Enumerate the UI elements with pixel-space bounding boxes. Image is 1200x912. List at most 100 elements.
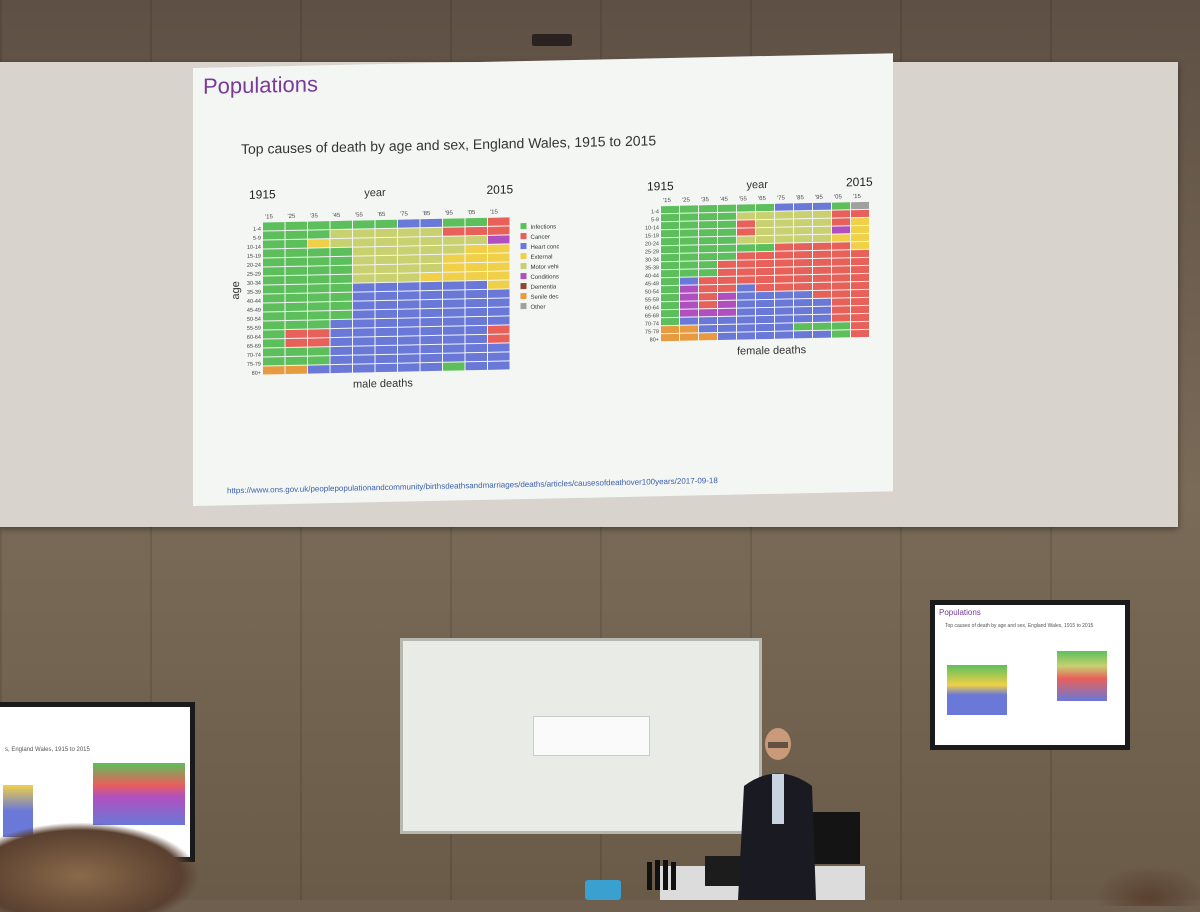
x-tick-label: '25 [682, 198, 690, 204]
heatmap-cell [775, 227, 793, 235]
heatmap-cell [794, 323, 812, 331]
y-tick-label: 40-44 [645, 273, 659, 279]
x-tick-label: '35 [701, 197, 709, 203]
heatmap-cell [737, 292, 755, 300]
heatmap-cell [718, 228, 736, 237]
heatmap-cell [794, 315, 812, 323]
heatmap-cell [443, 353, 465, 362]
heatmap-cell [813, 290, 831, 299]
heatmap-cell [285, 329, 307, 339]
heatmap-cell [775, 275, 793, 283]
source-link[interactable]: https://www.ons.gov.uk/peoplepopulationa… [227, 476, 718, 496]
legend-swatch [520, 293, 527, 300]
heatmap-cell [353, 346, 375, 355]
heatmap-cell [263, 357, 285, 366]
heatmap-cell [285, 275, 307, 285]
heatmap-cell [420, 236, 442, 246]
heatmap-cell [813, 322, 831, 331]
heatmap-cell [794, 291, 812, 299]
heatmap-cell [718, 308, 736, 317]
heatmap-cell [699, 325, 717, 333]
heatmap-cell [420, 227, 442, 237]
heatmap-cell [375, 300, 397, 310]
heatmap-cell [330, 229, 352, 239]
side-monitor-subtitle: Top causes of death by age and sex, Engl… [945, 623, 1094, 629]
heatmap-cell [330, 337, 352, 347]
heatmap-cell [699, 237, 717, 245]
heatmap-cell [353, 301, 375, 310]
heatmap-cell [756, 267, 774, 276]
heatmap-cell [794, 203, 812, 211]
heatmap-cell [832, 234, 850, 242]
heatmap-cell [488, 352, 510, 361]
heatmap-cell [308, 320, 330, 329]
heatmap-cell [699, 301, 717, 309]
heatmap-cell [420, 272, 442, 282]
heatmap-cell [375, 327, 397, 337]
heatmap-cell [330, 238, 352, 248]
heatmap-cell [465, 352, 487, 362]
heatmap-cell [308, 293, 330, 302]
desk-item [585, 880, 621, 900]
heatmap-cell [330, 310, 352, 320]
legend-label: Dementia [531, 284, 557, 291]
heatmap-cell [775, 211, 793, 219]
y-tick-label: 50-54 [247, 317, 261, 323]
heatmap-cell [680, 221, 698, 229]
heatmap-cell [330, 283, 352, 293]
heatmap-cell [353, 247, 375, 256]
heatmap-cell [465, 343, 487, 353]
heatmap-cell [756, 275, 774, 284]
heatmap-cell [756, 235, 774, 244]
heatmap-cell [832, 306, 850, 314]
heatmap-cell [465, 244, 487, 254]
heatmap-cell [813, 202, 831, 211]
audience-head-left [0, 822, 200, 912]
heatmap-cell [794, 211, 812, 219]
heatmap-cell [661, 245, 679, 254]
heatmap-cell [375, 291, 397, 301]
heatmap-cell [330, 265, 352, 275]
heatmap-cell [718, 284, 736, 293]
heatmap-cell [832, 330, 850, 338]
heatmap-cell [851, 265, 869, 274]
y-tick-label: 80+ [650, 337, 659, 343]
heatmap-cell [375, 273, 397, 283]
heatmap-cell [375, 336, 397, 346]
x-tick-label: '35 [310, 213, 318, 219]
heatmap-cell [699, 229, 717, 237]
heatmap-cell [851, 329, 869, 338]
heatmap-cell [832, 250, 850, 258]
heatmap-cell [375, 345, 397, 355]
heatmap-cell [263, 267, 285, 276]
heatmap-cell [680, 285, 698, 293]
heatmap-cell [718, 244, 736, 253]
legend-label: Motor vehicle incidents [531, 264, 560, 271]
heatmap-cell [375, 219, 397, 229]
heatmap-cell [353, 238, 375, 247]
chart-caption: female deaths [737, 344, 807, 357]
heatmap-cell [420, 344, 442, 354]
heatmap-cell [680, 277, 698, 285]
legend-label: Other [531, 305, 546, 311]
y-axis-title: age [230, 281, 242, 300]
heatmap-cell [832, 218, 850, 226]
heatmap-cell [756, 259, 774, 268]
heatmap-cell [813, 218, 831, 227]
heatmap-cell [398, 345, 420, 354]
heatmap-cell [443, 254, 465, 263]
heatmap-cell [794, 267, 812, 275]
heatmap-cell [285, 347, 307, 357]
heatmap-cell [375, 282, 397, 292]
heatmap-cell [756, 219, 774, 228]
heatmap-cell [775, 323, 793, 331]
y-tick-label: 45-49 [247, 308, 261, 314]
heatmap-cell [375, 264, 397, 274]
heatmap-cell [699, 213, 717, 221]
heatmap-cell [263, 366, 285, 375]
year-end-label: 2015 [487, 182, 514, 197]
y-tick-label: 40-44 [247, 299, 261, 305]
heatmap-cell [398, 264, 420, 273]
heatmap-cell [330, 274, 352, 284]
legend-label: Infections [531, 224, 557, 231]
